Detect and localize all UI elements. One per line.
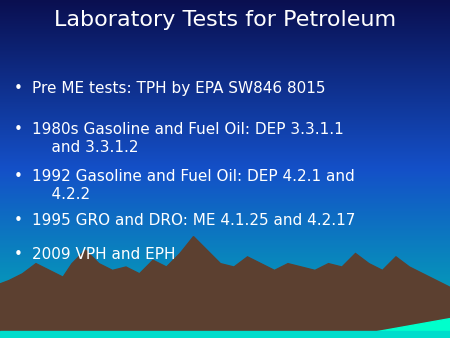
Polygon shape (0, 237, 450, 338)
Text: Laboratory Tests for Petroleum: Laboratory Tests for Petroleum (54, 10, 396, 30)
Text: •: • (14, 169, 22, 184)
Text: •: • (14, 247, 22, 262)
Text: 1995 GRO and DRO: ME 4.1.25 and 4.2.17: 1995 GRO and DRO: ME 4.1.25 and 4.2.17 (32, 213, 355, 228)
Polygon shape (0, 331, 450, 338)
Polygon shape (338, 318, 450, 338)
Text: •: • (14, 122, 22, 137)
Text: 2009 VPH and EPH: 2009 VPH and EPH (32, 247, 175, 262)
Text: •: • (14, 81, 22, 96)
Text: 1980s Gasoline and Fuel Oil: DEP 3.3.1.1
    and 3.3.1.2: 1980s Gasoline and Fuel Oil: DEP 3.3.1.1… (32, 122, 343, 155)
Text: •: • (14, 213, 22, 228)
Text: Pre ME tests: TPH by EPA SW846 8015: Pre ME tests: TPH by EPA SW846 8015 (32, 81, 325, 96)
Text: 1992 Gasoline and Fuel Oil: DEP 4.2.1 and
    4.2.2: 1992 Gasoline and Fuel Oil: DEP 4.2.1 an… (32, 169, 354, 202)
